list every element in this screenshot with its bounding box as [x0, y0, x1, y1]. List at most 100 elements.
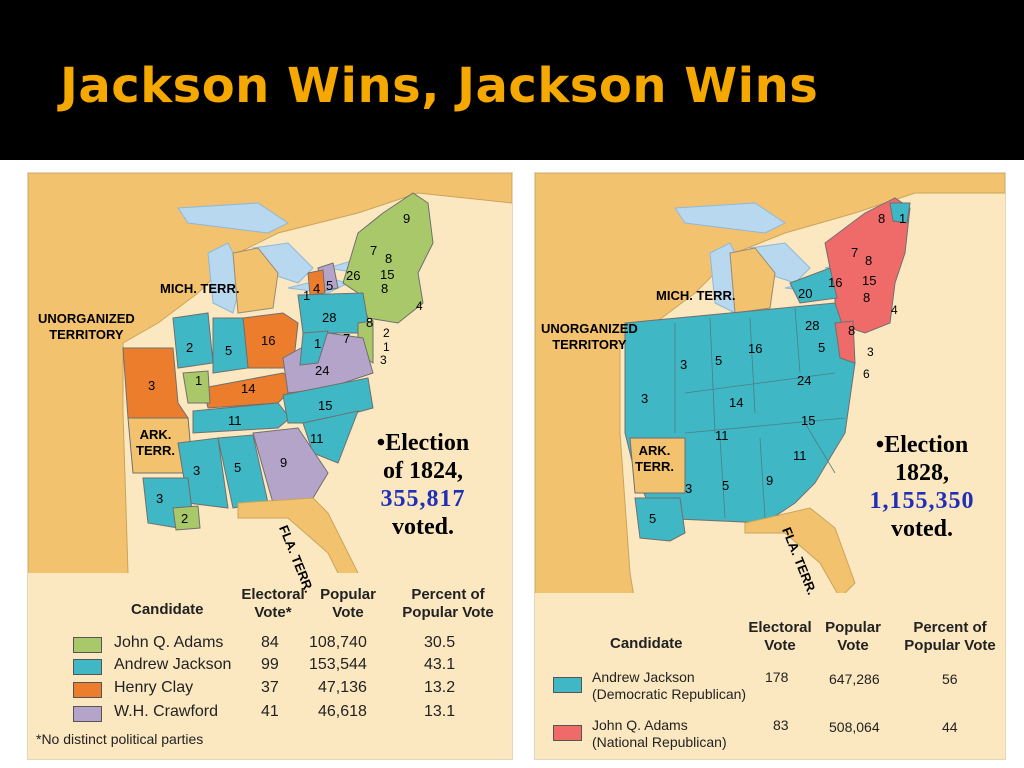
state-vote: 3	[685, 481, 693, 496]
mich-terr-label: MICH. TERR.	[656, 288, 736, 303]
header-candidate: Candidate	[610, 635, 683, 652]
legend-swatch	[73, 659, 102, 675]
electoral-vote: 37	[261, 679, 279, 696]
header-popular: Popular Vote	[313, 586, 383, 622]
state-vote: 4	[313, 281, 321, 296]
state-vote: 24	[797, 373, 812, 388]
state-vote: 3	[641, 391, 649, 406]
ark-label: ARK.	[638, 443, 671, 458]
state-vote: 1	[383, 340, 390, 354]
state-vote: 16	[748, 341, 763, 356]
percent-vote: 56	[942, 671, 958, 687]
new-england	[342, 192, 434, 324]
unorganized-territory-label: UNORGANIZED TERRITORY	[541, 321, 638, 353]
indiana	[212, 317, 249, 374]
state-vote: 5	[326, 278, 334, 293]
state-vote: 3	[680, 357, 688, 372]
state-vote: 5	[722, 478, 730, 493]
state-vote: 24	[315, 363, 330, 378]
state-vote: 2	[181, 511, 189, 526]
results-table-1824: Candidate Electoral Vote* Popular Vote P…	[28, 173, 512, 759]
header-popular: Popular Vote	[818, 619, 888, 655]
louisiana-green	[172, 505, 201, 531]
wv-teal	[299, 330, 329, 366]
header-candidate: Candidate	[131, 601, 204, 618]
election-1828-map	[535, 173, 1005, 759]
header-electoral-line: Electoral	[241, 586, 305, 603]
results-table-1828: Candidate Electoral Vote Popular Vote Pe…	[535, 173, 1005, 759]
missouri	[122, 347, 189, 419]
mich-terr-label: MICH. TERR.	[160, 281, 240, 296]
election-1824-map	[28, 173, 512, 759]
header-percent-line: Percent of	[913, 619, 987, 636]
legend-swatch	[73, 637, 102, 653]
legend-swatch	[73, 682, 102, 698]
state-vote: 2	[383, 326, 390, 340]
state-vote: 4	[416, 299, 423, 313]
state-vote: 3	[867, 345, 874, 359]
header-electoral: Electoral Vote	[740, 619, 820, 655]
footnote: *No distinct political parties	[36, 731, 204, 747]
state-vote: 3	[156, 491, 164, 506]
header-electoral: Electoral Vote*	[233, 586, 313, 622]
state-vote: 8	[381, 281, 389, 296]
state-vote: 8	[878, 211, 886, 226]
percent-vote: 44	[942, 719, 958, 735]
header-popular-line: Popular	[825, 619, 881, 636]
header-popular-line: Vote	[332, 604, 364, 621]
table-row: John Q. Adams (National Republican) 83 5…	[535, 717, 1005, 753]
callout-line: 1828,	[895, 460, 949, 486]
table-row: Andrew Jackson (Democratic Republican) 1…	[535, 669, 1005, 705]
state-vote: 4	[891, 303, 898, 317]
table-row: Henry Clay 37 47,136 13.2	[28, 679, 512, 701]
michigan-territory	[232, 247, 279, 314]
legend-swatch	[73, 706, 102, 722]
ark-terr-label: ARK. TERR.	[136, 427, 175, 459]
state-vote: 2	[186, 340, 194, 355]
legend-swatch	[553, 725, 582, 741]
percent-vote: 13.1	[424, 703, 456, 720]
table-row: Andrew Jackson 99 153,544 43.1	[28, 656, 512, 678]
callout-line: of 1824,	[383, 458, 463, 484]
state-vote: 5	[234, 460, 242, 475]
state-vote: 5	[225, 343, 233, 358]
unorganized-label: UNORGANIZED	[541, 321, 638, 336]
state-vote: 15	[380, 267, 395, 282]
state-vote: 9	[403, 211, 411, 226]
state-vote: 7	[343, 331, 351, 346]
header-percent-line: Popular Vote	[904, 637, 996, 654]
legend-swatch	[553, 677, 582, 693]
michigan-territory	[729, 247, 776, 314]
state-vote: 8	[863, 290, 871, 305]
state-vote: 1	[303, 288, 311, 303]
callout-line: voted.	[891, 516, 953, 542]
delaware-nj-red	[834, 320, 856, 364]
state-vote: 11	[228, 413, 242, 428]
state-vote: 8	[385, 251, 393, 266]
candidate-name-line: John Q. Adams	[592, 717, 688, 733]
election-1824-map-panel: UNORGANIZED TERRITORY MICH. TERR. ARK. T…	[27, 172, 513, 760]
header-percent-line: Percent of	[411, 586, 485, 603]
electoral-vote: 84	[261, 634, 279, 651]
state-vote: 1	[899, 211, 907, 226]
election-1828-callout: •Election 1828, 1,155,350 voted.	[847, 431, 997, 543]
state-vote: 16	[828, 275, 843, 290]
popular-vote: 47,136	[318, 679, 367, 696]
electoral-vote: 99	[261, 656, 279, 673]
table-background	[28, 573, 512, 759]
header-electoral-line: Electoral	[748, 619, 812, 636]
electoral-vote: 178	[765, 669, 789, 685]
electoral-vote: 83	[773, 717, 789, 733]
state-vote: 8	[865, 253, 873, 268]
state-vote: 15	[801, 413, 816, 428]
state-vote: 28	[805, 318, 820, 333]
state-vote: 8	[848, 323, 856, 338]
state-vote: 1	[195, 373, 203, 388]
state-vote: 14	[241, 381, 256, 396]
tennessee	[192, 402, 291, 434]
header-percent: Percent of Popular Vote	[393, 586, 503, 622]
percent-vote: 43.1	[424, 656, 456, 673]
state-boundaries	[674, 307, 846, 519]
territory-label: TERRITORY	[49, 327, 124, 342]
header-percent: Percent of Popular Vote	[895, 619, 1005, 655]
